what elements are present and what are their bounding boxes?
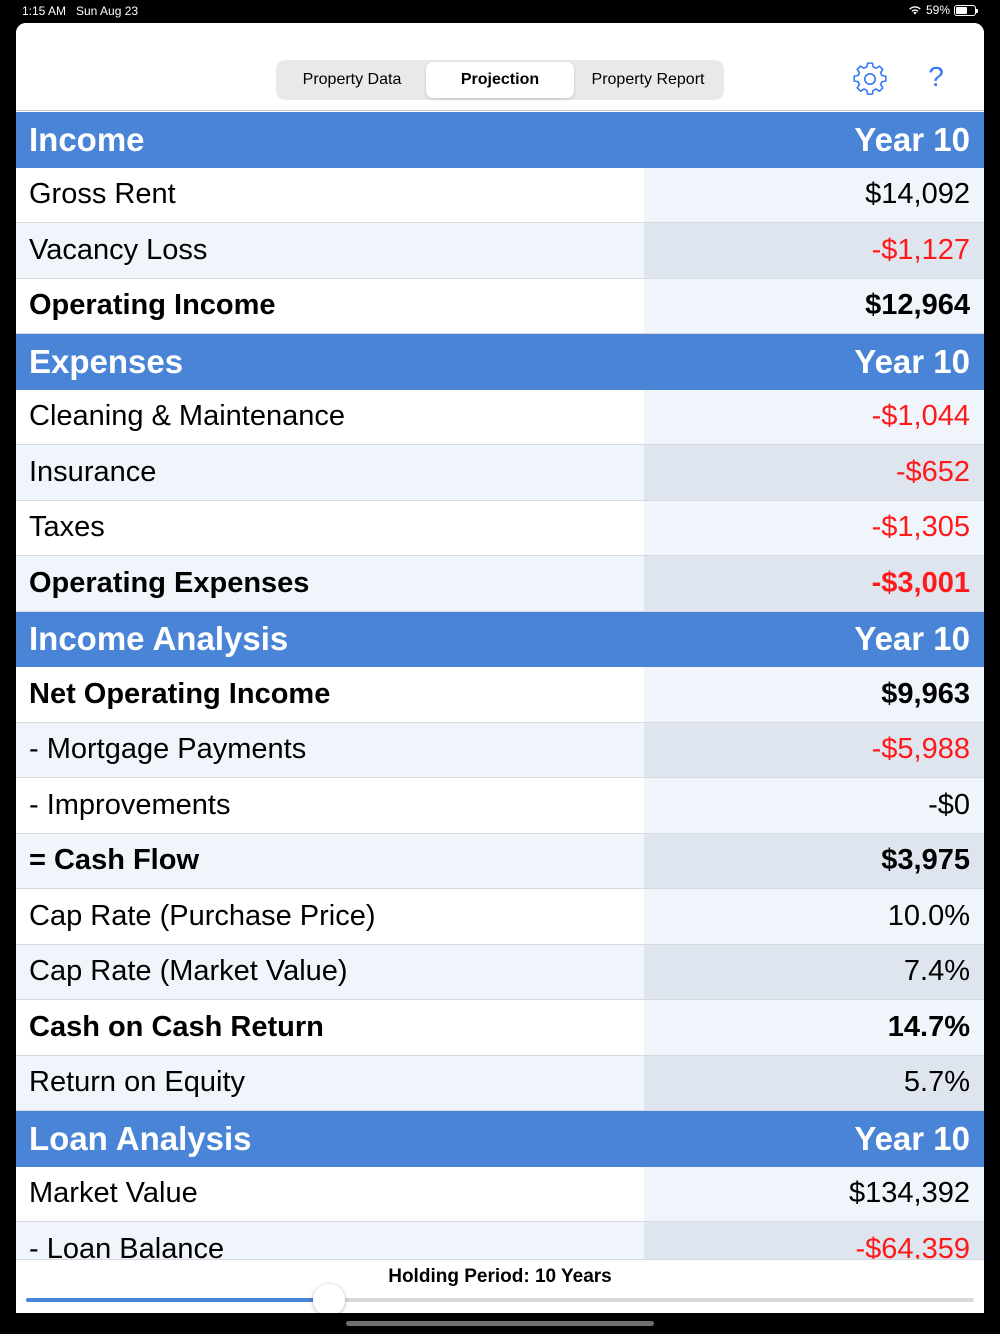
section-period: Year 10 xyxy=(644,334,984,390)
tab-property-report[interactable]: Property Report xyxy=(591,71,705,88)
wifi-icon xyxy=(909,6,921,15)
row-value: $134,392 xyxy=(644,1166,984,1221)
row-label: Operating Expenses xyxy=(16,556,644,611)
row-value: 14.7% xyxy=(644,1000,984,1055)
row-value: -$3,001 xyxy=(644,556,984,611)
table-row[interactable]: Cleaning & Maintenance -$1,044 xyxy=(16,389,984,445)
row-label: Insurance xyxy=(16,445,644,500)
holding-period-label: Holding Period: 10 Years xyxy=(388,1266,612,1287)
projection-table: Income Year 10 Gross Rent $14,092 Vacanc… xyxy=(16,112,984,1259)
battery-icon xyxy=(954,4,978,16)
table-row[interactable]: Return on Equity 5.7% xyxy=(16,1055,984,1111)
status-indicators: 59% xyxy=(908,3,978,17)
status-date: Sun Aug 23 xyxy=(76,4,139,18)
battery-level xyxy=(956,6,967,14)
table-row[interactable]: Gross Rent $14,092 xyxy=(16,167,984,223)
table-row[interactable]: Cap Rate (Purchase Price) 10.0% xyxy=(16,889,984,945)
row-value: 5.7% xyxy=(644,1055,984,1110)
section-title: Income xyxy=(16,112,644,168)
row-label: Taxes xyxy=(29,511,105,544)
table-row[interactable]: Operating Income $12,964 xyxy=(16,278,984,334)
table-row[interactable]: - Mortgage Payments -$5,988 xyxy=(16,722,984,778)
row-label: - Mortgage Payments xyxy=(16,722,644,777)
table-row[interactable]: Cash on Cash Return 14.7% xyxy=(16,1000,984,1056)
slider-thumb[interactable] xyxy=(313,1284,346,1313)
app-window: Property Data Projection Property Report… xyxy=(16,23,984,1313)
table-row[interactable]: Market Value $134,392 xyxy=(16,1166,984,1222)
row-value: $3,975 xyxy=(644,833,984,888)
table-row[interactable]: - Loan Balance -$64,359 xyxy=(16,1222,984,1259)
section-title: Loan Analysis xyxy=(16,1111,644,1167)
section-title: Income Analysis xyxy=(16,611,644,667)
row-label: Cleaning & Maintenance xyxy=(29,400,345,433)
row-label: - Improvements xyxy=(29,788,231,821)
row-value: -$652 xyxy=(644,445,984,500)
slider-fill xyxy=(26,1298,330,1302)
row-value: -$1,044 xyxy=(644,389,984,444)
row-label: Market Value xyxy=(29,1177,198,1210)
table-row[interactable]: Net Operating Income $9,963 xyxy=(16,667,984,723)
row-label: Vacancy Loss xyxy=(16,223,644,278)
tab-projection[interactable]: Projection xyxy=(426,62,574,98)
section-header-income: Income Year 10 xyxy=(16,112,984,168)
row-value: $9,963 xyxy=(644,667,984,722)
section-period: Year 10 xyxy=(644,1111,984,1167)
home-indicator[interactable] xyxy=(346,1321,654,1326)
row-value: -$1,305 xyxy=(644,500,984,555)
table-row[interactable]: Cap Rate (Market Value) 7.4% xyxy=(16,944,984,1000)
row-value: $12,964 xyxy=(644,278,984,333)
battery-percent: 59% xyxy=(925,3,950,17)
row-label: Gross Rent xyxy=(29,178,176,211)
table-row[interactable]: Taxes -$1,305 xyxy=(16,500,984,556)
holding-period-footer: Holding Period: 10 Years xyxy=(16,1259,984,1313)
row-value: $14,092 xyxy=(644,167,984,222)
holding-period-slider[interactable] xyxy=(26,1284,974,1313)
section-period: Year 10 xyxy=(644,611,984,667)
row-label: - Loan Balance xyxy=(16,1222,644,1259)
row-value: -$5,988 xyxy=(644,722,984,777)
gear-icon[interactable] xyxy=(853,62,887,96)
tab-property-data[interactable]: Property Data xyxy=(302,71,402,88)
status-time: 1:15 AM xyxy=(22,4,67,18)
row-value: 7.4% xyxy=(644,944,984,999)
section-header-expenses: Expenses Year 10 xyxy=(16,334,984,390)
section-title: Expenses xyxy=(16,334,644,390)
status-bar: 1:15 AM Sun Aug 23 59% xyxy=(0,0,1000,22)
row-label: Operating Income xyxy=(29,289,276,322)
table-row[interactable]: = Cash Flow $3,975 xyxy=(16,833,984,889)
row-label: Cap Rate (Purchase Price) xyxy=(29,899,376,932)
nav-bar: Property Data Projection Property Report… xyxy=(16,23,984,111)
section-header-loan-analysis: Loan Analysis Year 10 xyxy=(16,1111,984,1167)
row-label: Cash on Cash Return xyxy=(29,1010,324,1043)
row-value: -$0 xyxy=(644,778,984,833)
row-value: 10.0% xyxy=(644,889,984,944)
table-row[interactable]: Operating Expenses -$3,001 xyxy=(16,556,984,612)
row-label: Return on Equity xyxy=(16,1055,644,1110)
section-period: Year 10 xyxy=(644,112,984,168)
table-row[interactable]: - Improvements -$0 xyxy=(16,778,984,834)
row-label: Cap Rate (Market Value) xyxy=(16,944,644,999)
row-label: = Cash Flow xyxy=(16,833,644,888)
row-value: -$1,127 xyxy=(644,223,984,278)
table-row[interactable]: Insurance -$652 xyxy=(16,445,984,501)
help-button[interactable]: ? xyxy=(928,61,944,92)
section-header-income-analysis: Income Analysis Year 10 xyxy=(16,611,984,667)
row-value: -$64,359 xyxy=(644,1222,984,1259)
table-row[interactable]: Vacancy Loss -$1,127 xyxy=(16,223,984,279)
view-segmented-control: Property Data Projection Property Report xyxy=(276,60,724,100)
row-label: Net Operating Income xyxy=(29,677,331,710)
